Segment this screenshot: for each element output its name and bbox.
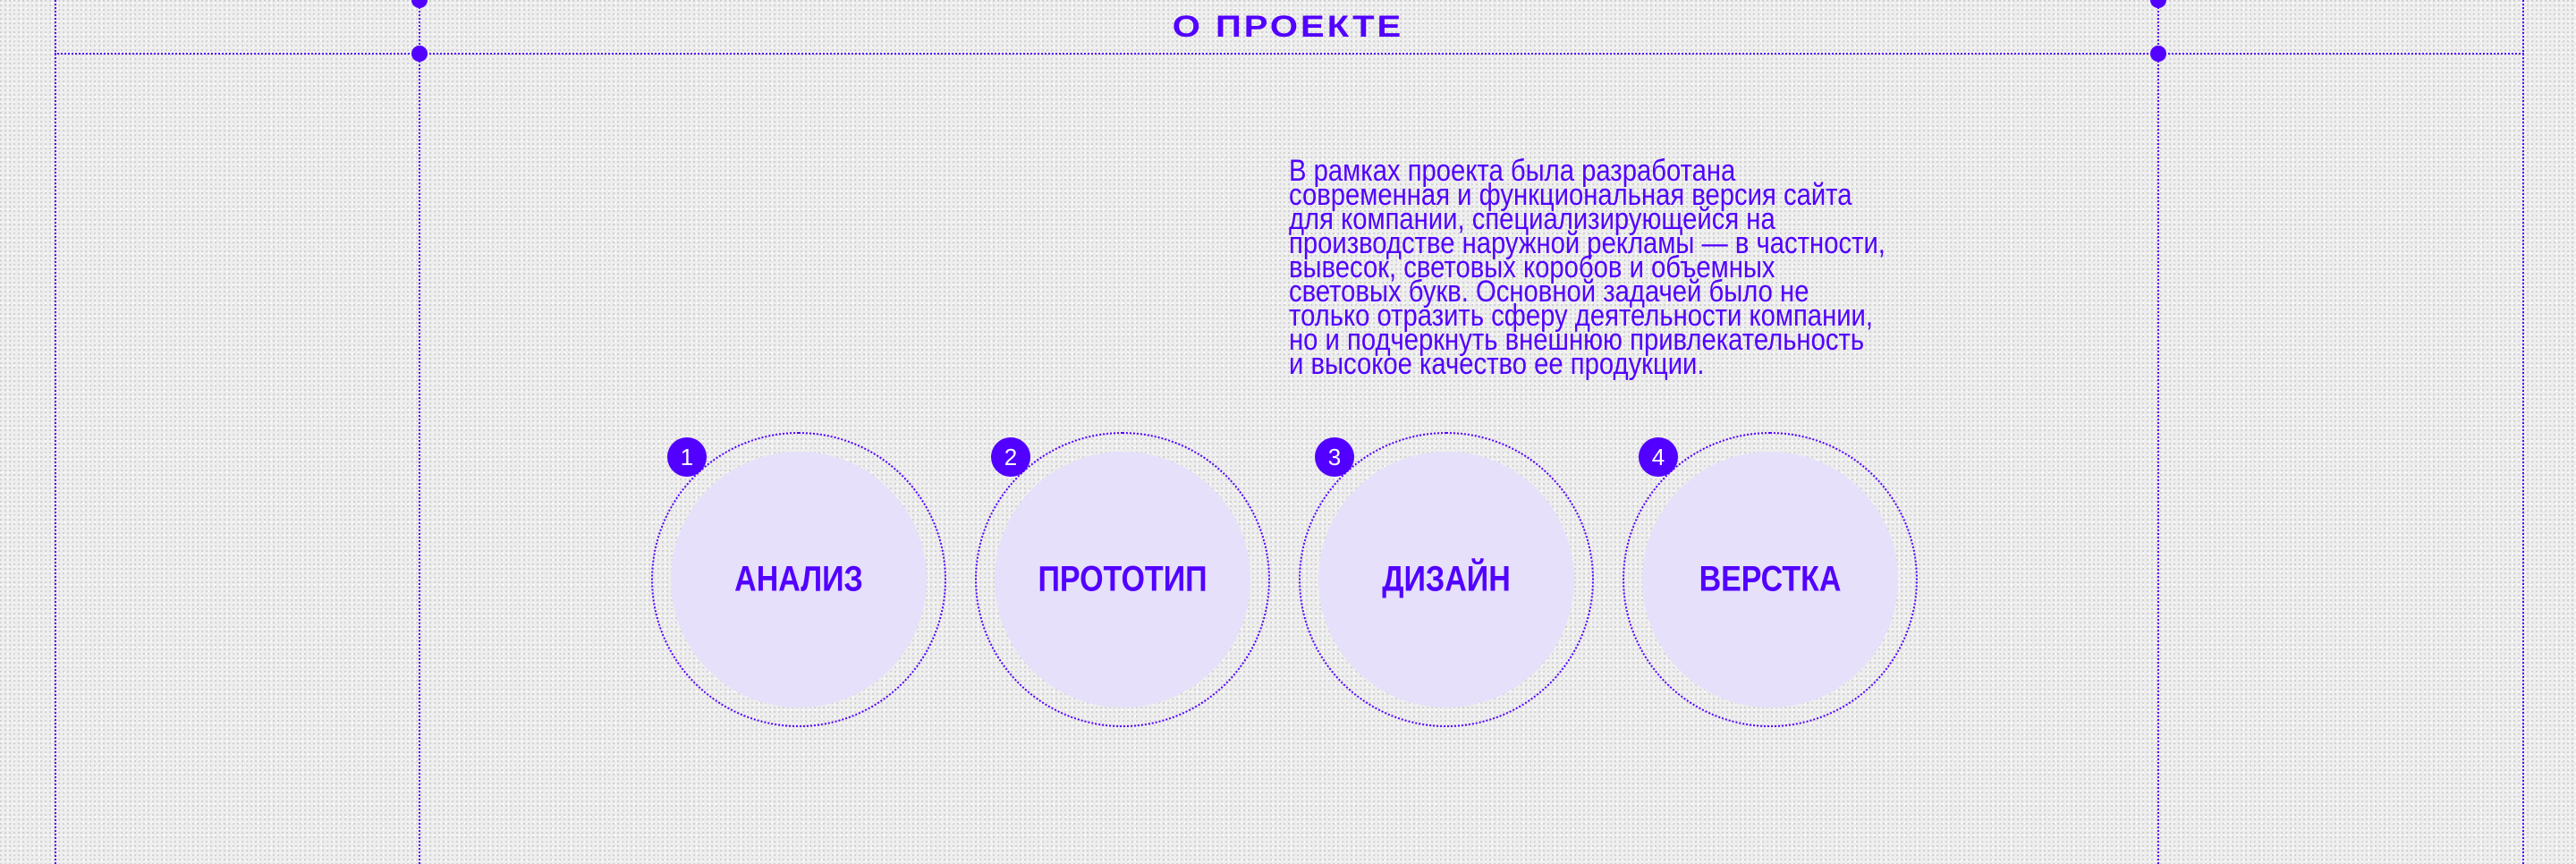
dotted-ring: [651, 432, 946, 727]
description-line: для компании, специализирующейся на: [1289, 202, 1775, 236]
description-line: производстве наружной рекламы — в частно…: [1289, 226, 1885, 260]
step-prototype: ПРОТОТИП 2: [975, 432, 1270, 727]
page-title: О ПРОЕКТЕ: [1172, 10, 1404, 44]
grid-dot: [411, 0, 428, 8]
step-number-badge: 3: [1315, 437, 1354, 477]
step-design: ДИЗАЙН 3: [1299, 432, 1594, 727]
step-number-badge: 2: [991, 437, 1030, 477]
step-label: ДИЗАЙН: [1382, 559, 1511, 599]
project-description: В рамках проекта была разработана соврем…: [1289, 154, 1885, 381]
grid-dot: [2150, 46, 2166, 62]
grid-dot: [411, 46, 428, 62]
step-number-badge: 1: [667, 437, 707, 477]
circle-fill: [671, 452, 927, 707]
circle-fill: [1642, 452, 1898, 707]
step-markup: ВЕРСТКА 4: [1623, 432, 1918, 727]
step-analysis: АНАЛИЗ 1: [651, 432, 946, 727]
description-line: но и подчеркнуть внешнюю привлекательнос…: [1289, 323, 1865, 357]
step-label: ВЕРСТКА: [1699, 559, 1842, 599]
circle-fill: [1318, 452, 1574, 707]
dotted-ring: [1623, 432, 1918, 727]
step-label: ПРОТОТИП: [1038, 559, 1208, 599]
dotted-ring: [975, 432, 1270, 727]
description-line: световых букв. Основной задачей было не: [1289, 275, 1809, 309]
step-number-badge: 4: [1639, 437, 1678, 477]
grid-line: [2157, 0, 2159, 864]
description-line: только отразить сферу деятельности компа…: [1289, 299, 1874, 333]
step-label: АНАЛИЗ: [734, 559, 863, 599]
grid-line: [55, 53, 2524, 55]
dotted-ring: [1299, 432, 1594, 727]
circle-fill: [995, 452, 1250, 707]
grid-line: [419, 0, 420, 864]
description-line: вывесок, световых коробов и объемных: [1289, 250, 1775, 284]
description-line: современная и функциональная версия сайт…: [1289, 178, 1852, 212]
description-line: В рамках проекта была разработана: [1289, 154, 1736, 188]
description-line: и высокое качество ее продукции.: [1289, 347, 1705, 381]
grid-dot: [2150, 0, 2166, 8]
grid-line: [2522, 0, 2524, 864]
grid-line: [55, 0, 56, 864]
